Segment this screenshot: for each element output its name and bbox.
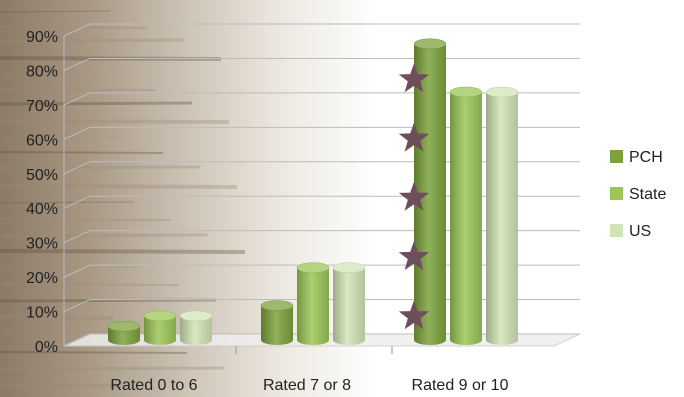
bar [179,310,213,345]
bar [260,300,294,345]
bar-body [297,267,329,345]
gridline-side [63,195,91,209]
bar-cap [296,262,330,273]
gridline-side [63,230,91,244]
y-tick-label: 50% [26,167,58,184]
star-icon [398,300,430,330]
star-icon [398,241,430,271]
wood-grain-line [0,135,127,138]
x-category-label: Rated 9 or 10 [412,377,509,394]
legend-swatch [610,187,623,200]
wood-grain-line [0,233,209,238]
bar-cap [332,262,366,273]
gridline-side [63,333,91,347]
bar-body [486,92,518,345]
bar-body [180,315,212,345]
x-axis: Rated 0 to 6 Rated 7 or 8 Rated 9 or 10 [110,346,509,394]
y-tick-label: 30% [26,236,58,253]
bars [107,38,519,346]
legend-label: US [629,223,651,240]
bar-body [261,305,293,345]
legend-swatch [610,224,623,237]
wood-grain-line [0,184,238,189]
wood-grain-line [0,71,119,74]
legend-label: PCH [629,149,663,166]
y-tick-label: 90% [26,29,58,46]
y-tick-label: 40% [26,201,58,218]
bar [449,86,483,345]
wood-grain-line [0,119,230,124]
bar-body [144,315,176,345]
star-icon [398,122,430,152]
wood-grain-line [0,88,156,91]
wood-grain-line [0,218,172,221]
bar-cap [143,310,177,322]
bar-cap [449,86,483,98]
wood-grain-line [0,351,188,354]
star-icon [398,181,430,211]
wood-grain-line [0,315,114,320]
x-category-label: Rated 7 or 8 [263,377,351,394]
bar-cap [107,320,141,332]
y-tick-label: 60% [26,132,58,149]
bar [143,310,177,345]
gridline-side [63,92,91,106]
legend-label: State [629,186,666,203]
wood-grain-line [0,283,180,286]
wood-grain-line [0,101,193,106]
bar-cap [260,300,294,311]
bar-body [414,43,446,346]
wood-grain [0,10,246,388]
y-axis: 0% 10% 20% 30% 40% 50% 60% 70% 80% 90% [26,29,65,356]
bar-body [450,92,482,345]
star-annotations [398,63,430,330]
gridline-side [63,299,91,313]
bar [485,86,519,345]
bar-body [333,267,365,345]
wood-grain-line [0,266,143,269]
gridline-side [63,23,91,37]
y-tick-label: 70% [26,98,58,115]
star-icon [398,63,430,93]
x-category-label: Rated 0 to 6 [110,377,197,394]
bar-body [108,326,140,345]
gridline-side [63,264,91,278]
gridline-side [63,57,91,71]
bar-cap [485,86,519,98]
y-tick-label: 10% [26,305,58,322]
wood-grain-line [0,151,164,154]
gridline-side [63,161,91,175]
wood-grain-line [0,26,148,29]
y-tick-label: 0% [35,339,58,356]
gridline-side [63,126,91,140]
bar-cap [413,38,447,50]
wood-grain-line [0,383,122,388]
bar [107,320,141,345]
wood-grain-line [0,249,246,254]
y-tick-label: 80% [26,63,58,80]
legend: PCH State US [610,149,666,240]
y-tick-label: 20% [26,270,58,287]
wood-grain-line [0,366,225,371]
wood-grain-line [0,165,201,170]
legend-swatch [610,150,623,163]
bar [413,38,447,346]
bar [332,262,366,345]
wood-grain-line [0,201,135,204]
bar [296,262,330,345]
wood-grain-line [0,10,111,13]
bar-cap [179,310,213,322]
wood-grain-line [0,298,217,303]
wood-grain-line [0,38,185,43]
